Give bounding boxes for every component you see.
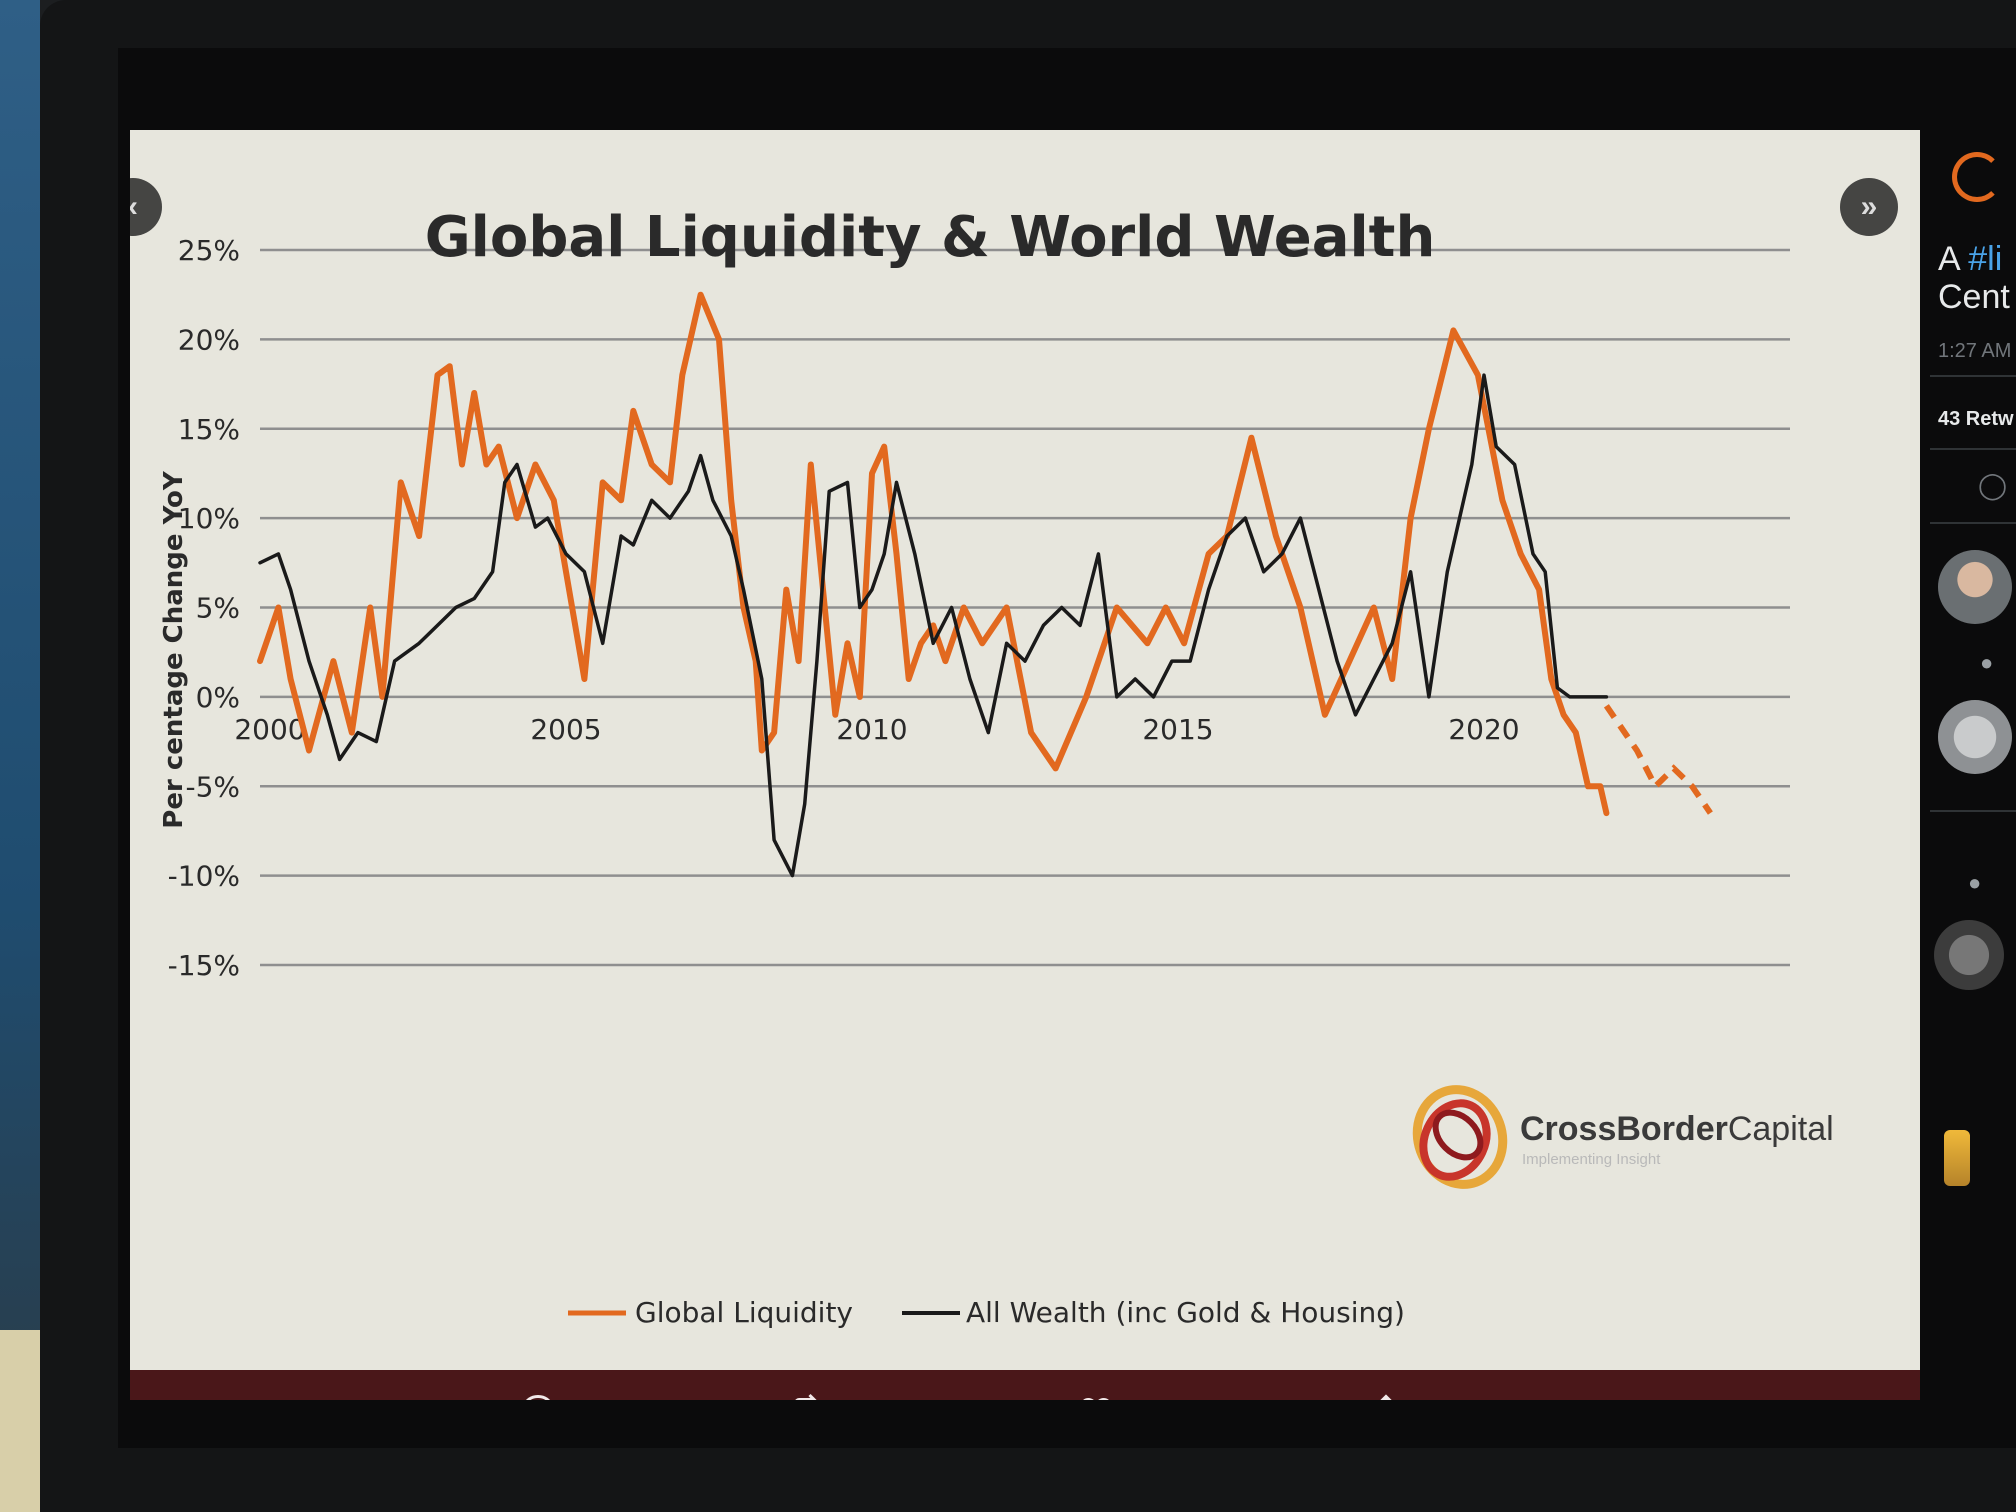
desk-background-left xyxy=(0,0,40,1512)
retweet-count: 46 xyxy=(840,1397,864,1400)
chart-legend: Global Liquidity All Wealth (inc Gold & … xyxy=(568,1296,1405,1329)
divider xyxy=(1930,375,2016,377)
x-tick-label: 2020 xyxy=(1448,713,1519,746)
y-tick-label: 20% xyxy=(178,323,240,356)
tweet-timestamp[interactable]: 1:27 AM xyxy=(1938,340,2012,362)
double-chevron-right-icon: » xyxy=(1860,190,1878,223)
hashtag-link[interactable]: #li xyxy=(1968,240,2003,278)
monitor-screen: 25% 20% 15% 10% 5% 0% -5% -10% -15% 2000 2005 2010 2… xyxy=(118,48,2016,1448)
retweet-stats[interactable]: 43 Retw xyxy=(1938,408,2014,430)
user-avatar[interactable] xyxy=(1938,550,2012,624)
y-tick-label: -10% xyxy=(168,860,240,893)
person-icon: ● xyxy=(1980,650,1994,675)
logo-swirl-middle xyxy=(1419,1099,1491,1181)
x-tick-label: 2000 xyxy=(234,713,305,746)
svg-text:CrossBorderCapital: CrossBorderCapital xyxy=(1520,1110,1834,1148)
retweet-button[interactable]: 46 xyxy=(790,1370,864,1400)
tweet-image-viewer: 25% 20% 15% 10% 5% 0% -5% -10% -15% 2000 2005 2010 2… xyxy=(130,130,1920,1400)
reply-count: 6 xyxy=(570,1397,582,1400)
reply-icon xyxy=(526,1394,550,1400)
chart: 25% 20% 15% 10% 5% 0% -5% -10% -15% 2000 2005 2010 2… xyxy=(159,205,1834,1329)
divider xyxy=(1930,522,2016,524)
reply-button[interactable]: 6 xyxy=(520,1370,582,1400)
like-button[interactable]: 151 xyxy=(1078,1370,1165,1400)
axis-layer: 25% 20% 15% 10% 5% 0% -5% -10% -15% 2000 2005 2010 2… xyxy=(168,234,1520,982)
bitcoin-avatar[interactable] xyxy=(1944,1130,1970,1186)
legend-label-all-wealth: All Wealth (inc Gold & Housing) xyxy=(966,1296,1405,1329)
y-tick-label: 0% xyxy=(196,681,240,714)
author-avatar-logo[interactable] xyxy=(1952,152,2002,202)
y-tick-label: 15% xyxy=(178,413,240,446)
chevron-left-icon: ‹ xyxy=(130,190,138,224)
retweet-icon xyxy=(795,1393,817,1400)
y-axis-label: Per centage Change YoY xyxy=(159,470,189,829)
y-tick-label: 10% xyxy=(178,502,240,535)
user-avatar[interactable] xyxy=(1934,920,2004,990)
y-tick-label: 25% xyxy=(178,234,240,267)
chart-title: Global Liquidity & World Wealth xyxy=(425,205,1436,270)
y-tick-label: -5% xyxy=(185,770,240,803)
legend-label-global-liquidity: Global Liquidity xyxy=(635,1296,853,1329)
series-line-all-wealth xyxy=(258,373,1609,878)
series-layer xyxy=(257,291,1713,878)
grid-layer xyxy=(260,248,1790,967)
divider xyxy=(1930,810,2016,812)
brand-name-bold: CrossBorder xyxy=(1520,1110,1728,1148)
crossborder-capital-logo: CrossBorderCapital Implementing Insight xyxy=(1412,1085,1834,1189)
brand-name-light: Capital xyxy=(1728,1110,1834,1148)
heart-icon xyxy=(1083,1397,1109,1400)
tweet-detail-sidebar: A #li Cent 1:27 AM 43 Retw ◯ ● ● xyxy=(1930,130,2016,1448)
tweet-text-line-1: A #li xyxy=(1938,240,2003,278)
expand-sidebar-button[interactable]: » xyxy=(1840,178,1898,236)
series-line-global-liquidity-forecast xyxy=(1603,704,1713,815)
logo-swirl-inner xyxy=(1432,1109,1484,1161)
like-count: 151 xyxy=(1128,1397,1165,1400)
user-avatar[interactable] xyxy=(1938,700,2012,774)
person-icon: ● xyxy=(1968,870,1982,895)
tweet-action-bar: 6 46 151 xyxy=(130,1370,1920,1400)
x-tick-label: 2005 xyxy=(530,713,601,746)
x-tick-label: 2015 xyxy=(1142,713,1213,746)
y-tick-label: 5% xyxy=(196,592,240,625)
divider xyxy=(1930,448,2016,450)
tweet-text-line-2: Cent xyxy=(1938,278,2010,316)
share-button[interactable] xyxy=(1368,1370,1404,1400)
reply-icon-small[interactable]: ◯ xyxy=(1978,470,2008,500)
series-line-global-liquidity xyxy=(257,291,1610,817)
brand-tagline: Implementing Insight xyxy=(1522,1151,1661,1168)
x-tick-label: 2010 xyxy=(836,713,907,746)
share-icon xyxy=(1380,1394,1392,1400)
y-tick-label: -15% xyxy=(168,949,240,982)
